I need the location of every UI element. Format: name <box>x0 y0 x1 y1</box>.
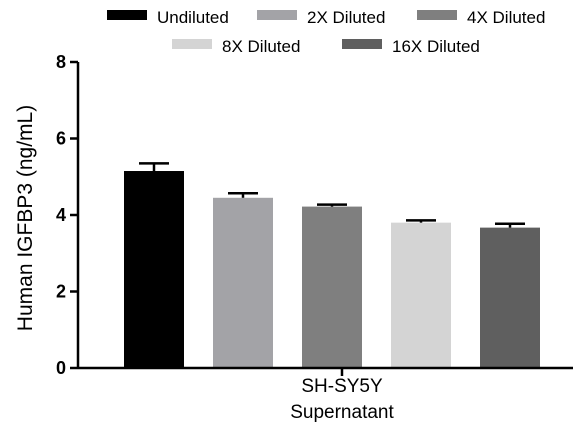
bar <box>302 206 362 368</box>
y-tick-label: 0 <box>56 358 66 378</box>
bar <box>480 227 540 368</box>
bar <box>213 197 273 368</box>
bar <box>124 171 184 368</box>
category-label-line-2: Supernatant <box>290 402 394 423</box>
legend: Undiluted 2X Diluted 4X Diluted 8X Diluted 1… <box>107 8 545 56</box>
y-axis: 0 2 4 6 8 <box>56 52 80 378</box>
y-tick-label: 4 <box>56 205 66 225</box>
legend-swatch <box>107 10 147 20</box>
legend-label: 4X Diluted <box>467 8 545 27</box>
legend-swatch <box>257 10 297 20</box>
legend-label: Undiluted <box>157 8 229 27</box>
legend-swatch <box>417 10 457 20</box>
bars <box>124 162 540 368</box>
category-label-line-1: SH-SY5Y <box>301 376 383 397</box>
y-axis-title: Human IGFBP3 (ng/mL) <box>14 105 37 331</box>
legend-swatch <box>342 39 382 49</box>
legend-swatch <box>172 39 212 49</box>
y-tick-label: 2 <box>56 282 66 302</box>
legend-label: 16X Diluted <box>392 37 480 56</box>
legend-label: 2X Diluted <box>307 8 385 27</box>
bar <box>391 222 451 368</box>
y-tick-label: 6 <box>56 129 66 149</box>
x-axis <box>78 366 573 376</box>
legend-label: 8X Diluted <box>222 37 300 56</box>
y-tick-label: 8 <box>56 52 66 72</box>
